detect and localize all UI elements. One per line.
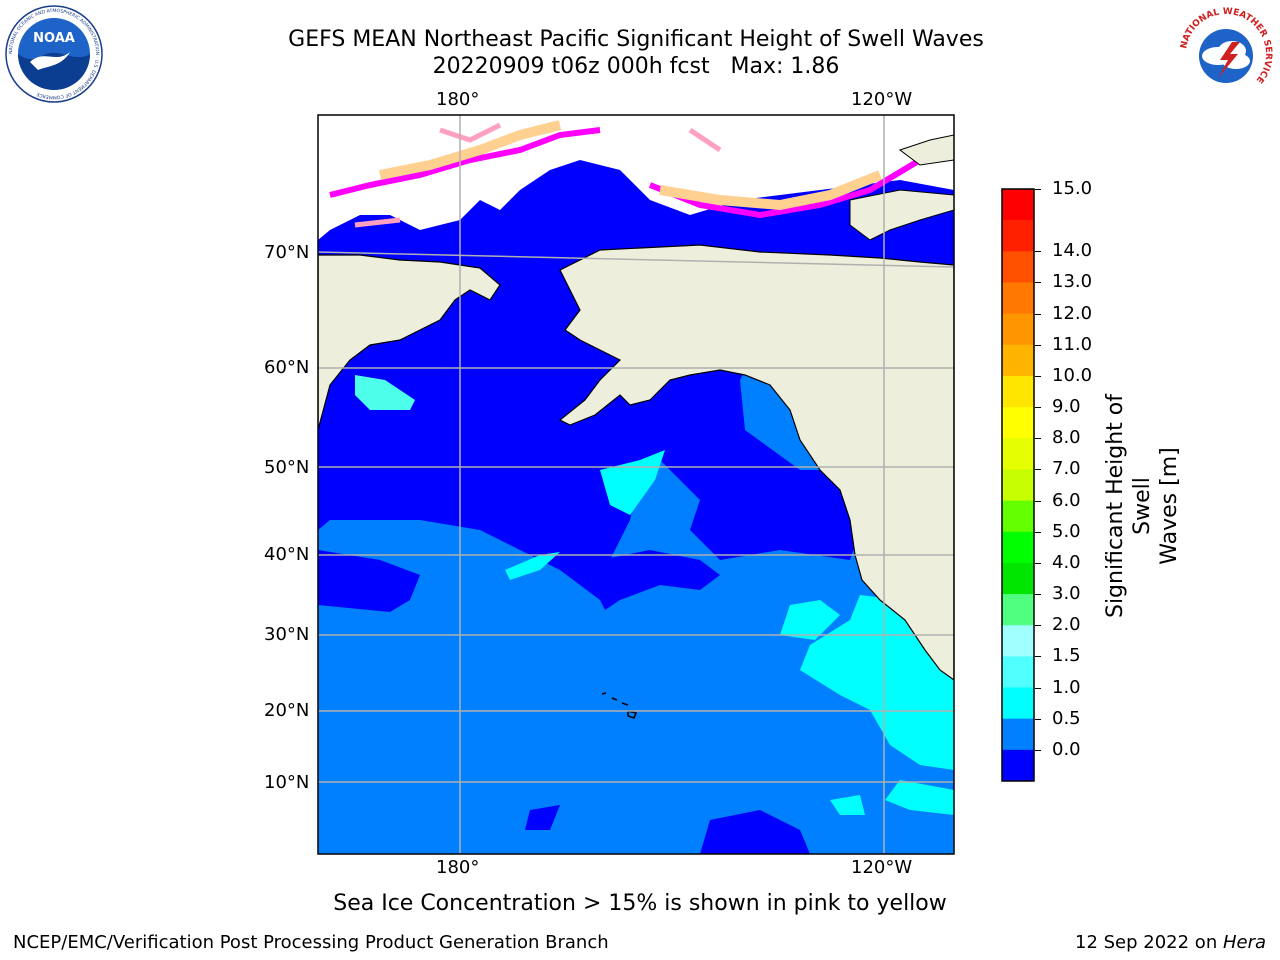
colorbar-tick-label: 13.0 — [1052, 271, 1093, 293]
colorbar-tick-mark — [1035, 500, 1041, 502]
colorbar-segment — [1002, 469, 1034, 502]
ocean-swell-1.0-1.5-southeast — [885, 780, 954, 815]
land-hawaii — [601, 692, 638, 719]
colorbar-tick-label: 7.0 — [1052, 458, 1081, 480]
colorbar-tick-label: 14.0 — [1052, 240, 1093, 262]
map-frame — [317, 114, 955, 855]
colorbar-segment — [1002, 531, 1034, 564]
colorbar-tick-label: 11.0 — [1052, 333, 1093, 355]
colorbar-tick-mark — [1035, 562, 1041, 564]
ocean-swell-lt-0.5-south — [700, 810, 810, 854]
ocean-swell-1.0-1.5-offshore — [780, 600, 840, 640]
ocean-swell-lt-0.5-central — [595, 550, 720, 610]
colorbar — [1001, 188, 1035, 782]
ocean-swell-1.0-1.5-east — [800, 595, 954, 770]
land-arctic-island-2 — [898, 134, 954, 166]
footer-credit: NCEP/EMC/Verification Post Processing Pr… — [13, 932, 609, 953]
colorbar-tick-mark — [1035, 282, 1041, 284]
lat-label-10n: 10°N — [264, 772, 310, 793]
colorbar-tick-mark — [1035, 749, 1041, 751]
map-plot — [317, 114, 955, 855]
ocean-swell-1.0-1.5-central — [505, 552, 560, 580]
footer-machine: Hera — [1222, 932, 1266, 953]
lat-label-30n: 30°N — [264, 624, 310, 645]
lon-label-bottom-120w: 120°W — [851, 857, 913, 878]
colorbar-tick-mark — [1035, 718, 1041, 720]
colorbar-segment — [1002, 282, 1034, 315]
colorbar-tick-mark — [1035, 375, 1041, 377]
ocean-swell-lt-0.5-south2 — [525, 805, 560, 830]
colorbar-tick-mark — [1035, 469, 1041, 471]
colorbar-segment — [1002, 313, 1034, 346]
colorbar-tick-mark — [1035, 251, 1041, 253]
chart-title-line-2: 20220909 t06z 000h fcst Max: 1.86 — [432, 54, 840, 79]
colorbar-tick-label: 0.0 — [1052, 738, 1081, 760]
colorbar-segment — [1002, 438, 1034, 470]
colorbar-segment — [1002, 407, 1034, 439]
colorbar-tick-mark — [1035, 625, 1041, 627]
lon-label-top-120w: 120°W — [851, 89, 913, 110]
lat-label-60n: 60°N — [264, 357, 310, 378]
noaa-logo: NOAA NATIONAL OCEANIC AND ATMOSPHERIC AD… — [5, 5, 103, 103]
ocean-swell-1.0-1.5-southcentral — [830, 795, 865, 815]
sea-ice-light — [354, 122, 722, 228]
colorbar-segment — [1002, 562, 1034, 595]
colorbar-label-line-2: Waves [m] — [1157, 447, 1182, 565]
ocean-swell-1.0-1.5-bering — [355, 375, 415, 410]
colorbar-segment — [1002, 189, 1034, 221]
footer-date-text: 12 Sep 2022 on — [1075, 932, 1223, 953]
colorbar-tick-label: 9.0 — [1052, 396, 1081, 418]
colorbar-tick-label: 10.0 — [1052, 364, 1093, 386]
colorbar-tick-mark — [1035, 438, 1041, 440]
lon-label-top-180: 180° — [436, 89, 480, 110]
colorbar-tick-label: 6.0 — [1052, 489, 1081, 511]
colorbar-label: Significant Height of Swell Waves [m] — [1102, 376, 1182, 636]
colorbar-tick-mark — [1035, 531, 1041, 533]
colorbar-tick-label: 15.0 — [1052, 178, 1093, 199]
ocean-swell-lt-0.5-west — [318, 550, 420, 612]
map-gridlines — [318, 115, 954, 854]
colorbar-segment — [1002, 718, 1034, 751]
colorbar-tick-label: 4.0 — [1052, 551, 1081, 573]
colorbar-segment — [1002, 220, 1034, 252]
colorbar-tick-label: 1.5 — [1052, 645, 1081, 667]
lat-label-50n: 50°N — [264, 457, 310, 478]
colorbar-segment — [1002, 594, 1034, 626]
colorbar-tick-mark — [1035, 687, 1041, 689]
colorbar-label-line-1: Significant Height of Swell — [1103, 393, 1155, 619]
footer-date: 12 Sep 2022 on Hera — [1075, 932, 1266, 954]
lat-label-40n: 40°N — [264, 544, 310, 565]
lon-label-bottom-180: 180° — [436, 857, 480, 878]
colorbar-tick-mark — [1035, 189, 1041, 190]
colorbar-segment — [1002, 687, 1034, 720]
chart-title-line-1: GEFS MEAN Northeast Pacific Significant … — [288, 27, 984, 52]
colorbar-tick-label: 1.0 — [1052, 676, 1081, 698]
colorbar-tick-label: 0.5 — [1052, 707, 1081, 729]
colorbar-tick-label: 12.0 — [1052, 302, 1093, 324]
colorbar-tick-label: 3.0 — [1052, 583, 1081, 605]
land-north-america — [558, 244, 954, 681]
colorbar-segment — [1002, 375, 1034, 408]
colorbar-segment — [1002, 749, 1034, 782]
colorbar-tick-mark — [1035, 656, 1041, 658]
colorbar-tick-mark — [1035, 313, 1041, 315]
lat-label-70n: 70°N — [264, 242, 310, 263]
land-arctic-islands — [849, 189, 954, 241]
colorbar-tick-mark — [1035, 594, 1041, 596]
lat-label-20n: 20°N — [264, 700, 310, 721]
sea-ice-orange — [379, 120, 882, 211]
colorbar-segment — [1002, 625, 1034, 657]
colorbar-segment — [1002, 656, 1034, 689]
noaa-logo-text: NOAA — [33, 31, 75, 46]
colorbar-segment — [1002, 500, 1034, 533]
colorbar-segment — [1002, 344, 1034, 377]
colorbar-tick-label: 2.0 — [1052, 614, 1081, 636]
colorbar-tick-label: 8.0 — [1052, 427, 1081, 449]
colorbar-tick-mark — [1035, 407, 1041, 409]
colorbar-tick-mark — [1035, 344, 1041, 346]
nws-logo: NATIONAL WEATHER SERVICE — [1178, 6, 1274, 102]
colorbar-segment — [1002, 251, 1034, 283]
colorbar-tick-label: 5.0 — [1052, 520, 1081, 542]
sea-ice-note: Sea Ice Concentration > 15% is shown in … — [333, 891, 947, 916]
